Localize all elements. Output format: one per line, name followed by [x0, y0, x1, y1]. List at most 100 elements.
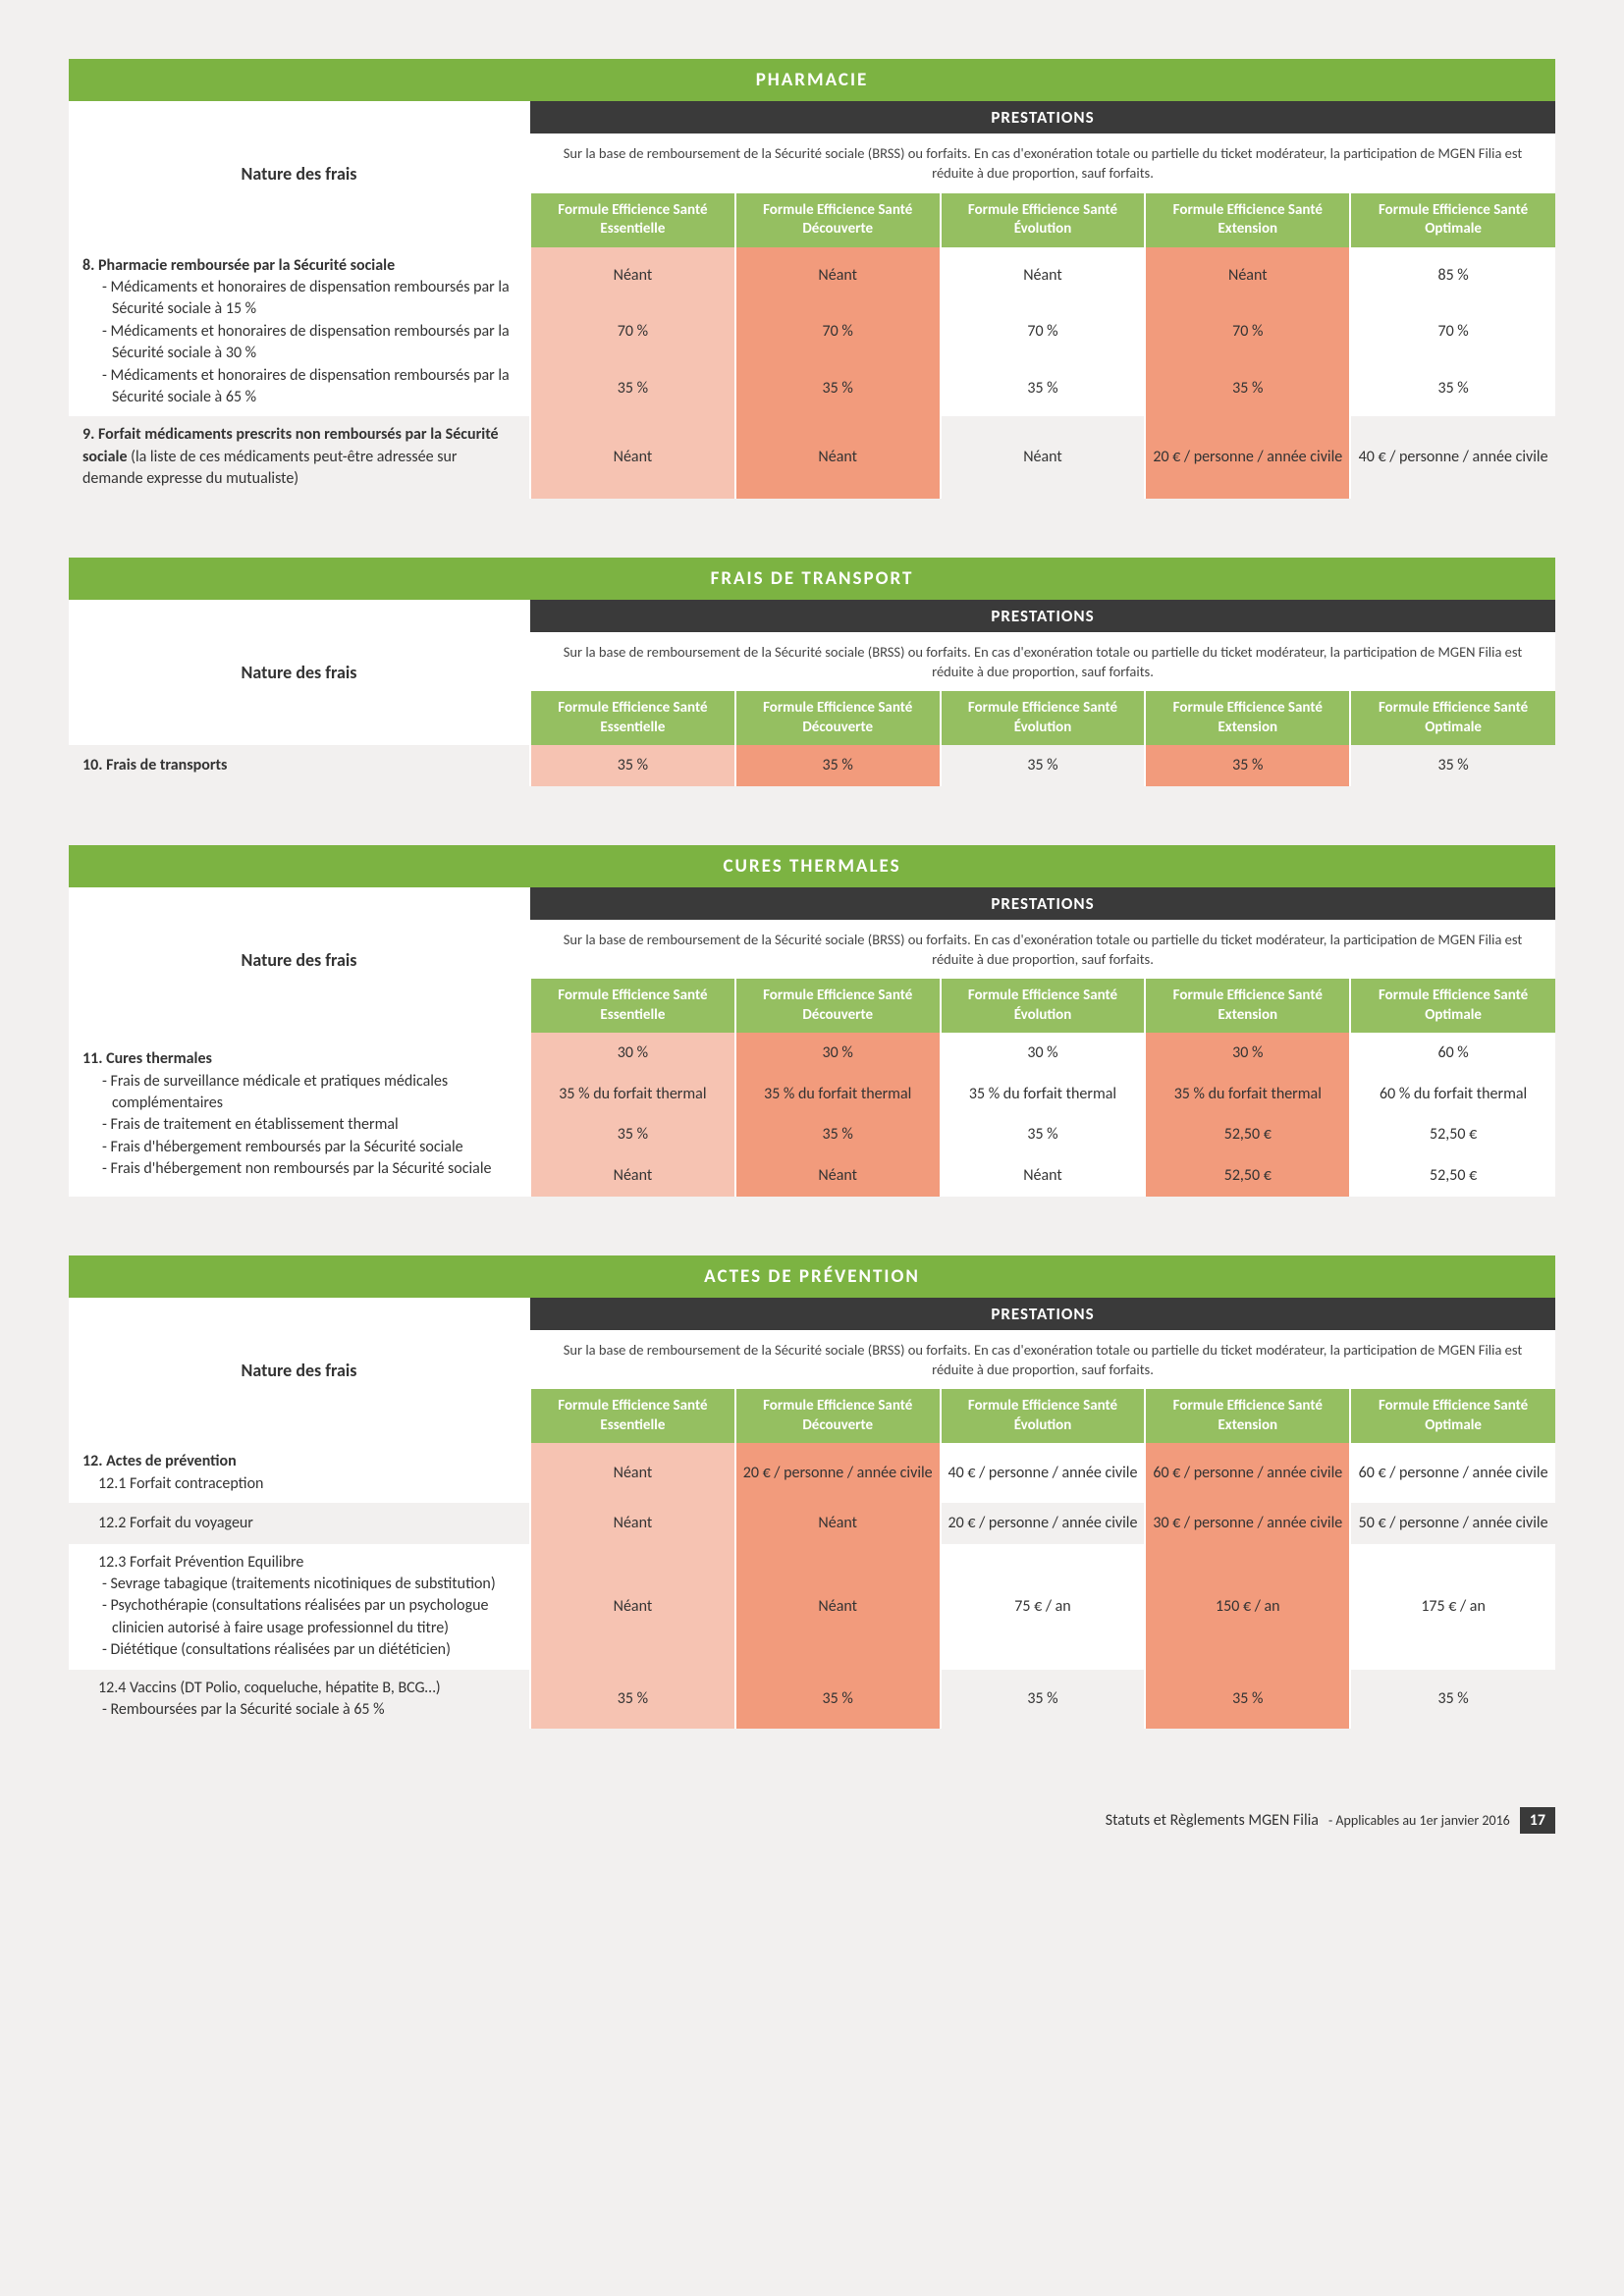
page-footer: Statuts et Règlements MGEN Filia - Appli… — [69, 1807, 1555, 1834]
cell: 35 % — [941, 745, 1146, 786]
cell: 35 % — [941, 360, 1146, 417]
col-f1: Formule Efficience Santé Essentielle — [530, 691, 735, 745]
col-f4: Formule Efficience Santé Extension — [1145, 979, 1350, 1033]
col-f5: Formule Efficience Santé Optimale — [1350, 1389, 1555, 1443]
cell: Néant — [941, 416, 1146, 498]
nature-label: Nature des frais — [69, 101, 530, 247]
col-f2: Formule Efficience Santé Découverte — [735, 1389, 941, 1443]
cell: 70 % — [1145, 303, 1350, 360]
cell: 35 % — [735, 1114, 941, 1155]
cell: 35 % — [1350, 745, 1555, 786]
cell: Néant — [735, 1544, 941, 1670]
cell: 35 % — [941, 1670, 1146, 1730]
nature-label: Nature des frais — [69, 1298, 530, 1444]
section-title: FRAIS DE TRANSPORT — [69, 558, 1555, 600]
cell: 35 % — [530, 745, 735, 786]
nature-label: Nature des frais — [69, 600, 530, 746]
section-cures: CURES THERMALES Nature des frais PRESTAT… — [69, 845, 1555, 1197]
cell: 150 € / an — [1145, 1544, 1350, 1670]
cell: 30 € / personne / année civile — [1145, 1503, 1350, 1544]
cell: 35 % — [530, 1670, 735, 1730]
col-f4: Formule Efficience Santé Extension — [1145, 193, 1350, 247]
cell: Néant — [1145, 247, 1350, 304]
col-f5: Formule Efficience Santé Optimale — [1350, 691, 1555, 745]
cell: 70 % — [530, 303, 735, 360]
cell: 35 % — [1145, 360, 1350, 417]
cell: Néant — [941, 247, 1146, 304]
cell: 35 % — [941, 1114, 1146, 1155]
col-f2: Formule Efficience Santé Découverte — [735, 691, 941, 745]
row12-3-label: 12.3 Forfait Prévention Equilibre - Sevr… — [69, 1544, 530, 1670]
cell: 20 € / personne / année civile — [735, 1443, 941, 1503]
section-title: PHARMACIE — [69, 59, 1555, 101]
cell: Néant — [530, 1544, 735, 1670]
cell: 52,50 € — [1145, 1114, 1350, 1155]
cell: 35 % du forfait thermal — [530, 1074, 735, 1115]
prestations-note: Sur la base de remboursement de la Sécur… — [530, 133, 1555, 193]
cell: 30 % — [530, 1033, 735, 1074]
section-prevention: ACTES DE PRÉVENTION Nature des frais PRE… — [69, 1255, 1555, 1730]
table-cures: Nature des frais PRESTATIONS Sur la base… — [69, 887, 1555, 1197]
cell: 85 % — [1350, 247, 1555, 304]
col-f1: Formule Efficience Santé Essentielle — [530, 1389, 735, 1443]
cell: 35 % — [530, 360, 735, 417]
cell: Néant — [530, 1443, 735, 1503]
footer-sub: - Applicables au 1er janvier 2016 — [1328, 1812, 1510, 1829]
cell: 75 € / an — [941, 1544, 1146, 1670]
cell: 35 % — [1145, 745, 1350, 786]
cell: 50 € / personne / année civile — [1350, 1503, 1555, 1544]
cell: 60 € / personne / année civile — [1350, 1443, 1555, 1503]
col-f3: Formule Efficience Santé Évolution — [941, 979, 1146, 1033]
section-pharmacie: PHARMACIE Nature des frais PRESTATIONS S… — [69, 59, 1555, 499]
section-transport: FRAIS DE TRANSPORT Nature des frais PRES… — [69, 558, 1555, 786]
table-pharmacie: Nature des frais PRESTATIONS Sur la base… — [69, 101, 1555, 499]
prestations-note: Sur la base de remboursement de la Sécur… — [530, 632, 1555, 692]
cell: 52,50 € — [1145, 1155, 1350, 1197]
row11-label: 11. Cures thermales - Frais de surveilla… — [69, 1033, 530, 1196]
cell: 35 % du forfait thermal — [1145, 1074, 1350, 1115]
cell: 70 % — [735, 303, 941, 360]
cell: 70 % — [1350, 303, 1555, 360]
col-f5: Formule Efficience Santé Optimale — [1350, 979, 1555, 1033]
cell: 35 % du forfait thermal — [735, 1074, 941, 1115]
cell: Néant — [530, 1503, 735, 1544]
cell: 60 % — [1350, 1033, 1555, 1074]
section-title: CURES THERMALES — [69, 845, 1555, 887]
cell: Néant — [530, 247, 735, 304]
row12-4-label: 12.4 Vaccins (DT Polio, coqueluche, hépa… — [69, 1670, 530, 1730]
table-prevention: Nature des frais PRESTATIONS Sur la base… — [69, 1298, 1555, 1730]
cell: 30 % — [735, 1033, 941, 1074]
prestations-bar: PRESTATIONS — [530, 887, 1555, 920]
cell: 35 % — [1350, 360, 1555, 417]
row12-2-label: 12.2 Forfait du voyageur — [69, 1503, 530, 1544]
page-number: 17 — [1520, 1807, 1555, 1834]
cell: Néant — [735, 247, 941, 304]
col-f3: Formule Efficience Santé Évolution — [941, 691, 1146, 745]
prestations-bar: PRESTATIONS — [530, 1298, 1555, 1330]
col-f4: Formule Efficience Santé Extension — [1145, 691, 1350, 745]
col-f3: Formule Efficience Santé Évolution — [941, 193, 1146, 247]
cell: 35 % — [735, 360, 941, 417]
prestations-note: Sur la base de remboursement de la Sécur… — [530, 1330, 1555, 1390]
cell: Néant — [941, 1155, 1146, 1197]
cell: 60 € / personne / année civile — [1145, 1443, 1350, 1503]
col-f4: Formule Efficience Santé Extension — [1145, 1389, 1350, 1443]
cell: 20 € / personne / année civile — [941, 1503, 1146, 1544]
cell: Néant — [735, 1155, 941, 1197]
cell: Néant — [735, 416, 941, 498]
footer-title: Statuts et Règlements MGEN Filia — [1106, 1811, 1319, 1830]
table-transport: Nature des frais PRESTATIONS Sur la base… — [69, 600, 1555, 786]
cell: Néant — [530, 416, 735, 498]
row8-label: 8. Pharmacie remboursée par la Sécurité … — [69, 247, 530, 417]
row12-1-label: 12. Actes de prévention 12.1 Forfait con… — [69, 1443, 530, 1503]
cell: 20 € / personne / année civile — [1145, 416, 1350, 498]
cell: 175 € / an — [1350, 1544, 1555, 1670]
prestations-bar: PRESTATIONS — [530, 101, 1555, 133]
col-f3: Formule Efficience Santé Évolution — [941, 1389, 1146, 1443]
row10-label: 10. Frais de transports — [69, 745, 530, 786]
prestations-bar: PRESTATIONS — [530, 600, 1555, 632]
cell: 70 % — [941, 303, 1146, 360]
col-f5: Formule Efficience Santé Optimale — [1350, 193, 1555, 247]
nature-label: Nature des frais — [69, 887, 530, 1034]
cell: 35 % — [735, 745, 941, 786]
